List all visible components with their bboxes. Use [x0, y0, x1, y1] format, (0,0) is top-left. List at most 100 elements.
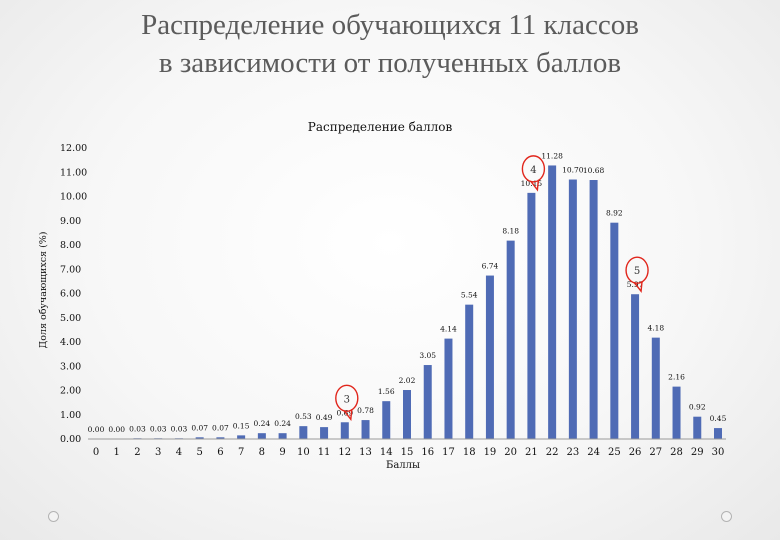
y-tick-label: 0.00: [60, 434, 81, 445]
x-tick-label: 3: [155, 447, 161, 458]
bar: [714, 428, 722, 439]
bar: [237, 435, 246, 439]
annotation-marker: 3: [335, 384, 359, 422]
bar: [610, 222, 619, 439]
y-tick-label: 2.00: [60, 386, 81, 397]
x-tick-label: 18: [463, 447, 476, 458]
x-tick-label: 4: [176, 447, 182, 458]
data-label: 8.92: [606, 209, 623, 218]
x-tick-label: 20: [504, 447, 517, 458]
data-label: 2.16: [668, 373, 685, 382]
x-tick-label: 30: [712, 447, 725, 458]
bar: [278, 433, 287, 439]
x-tick-label: 16: [421, 447, 434, 458]
x-tick-label: 0: [93, 447, 99, 458]
y-tick-label: 4.00: [60, 337, 81, 348]
annotation-label: 3: [344, 394, 350, 405]
x-tick-label: 24: [587, 447, 600, 458]
y-tick-label: 5.00: [60, 313, 81, 324]
annotation-marker: 4: [521, 155, 546, 192]
data-label: 10.68: [583, 166, 605, 175]
x-axis-ticks: 0 1 2 3 4 5 6 7 8 9 10 11 12 13 14 15 16 17 18 19 20 21 22 23 24…: [93, 447, 725, 458]
bar: [631, 294, 640, 439]
annotation-circle: [335, 384, 359, 412]
y-tick-label: 3.00: [60, 361, 81, 372]
x-tick-label: 22: [546, 447, 559, 458]
bar: [444, 338, 453, 439]
data-label: 1.56: [378, 387, 395, 396]
annotation-label: 5: [634, 266, 640, 277]
y-tick-label: 6.00: [60, 289, 81, 300]
y-tick-label: 12.00: [60, 143, 87, 154]
bars: [133, 165, 722, 439]
x-tick-label: 29: [691, 447, 704, 458]
x-tick-label: 13: [359, 447, 372, 458]
annotation-label: 4: [530, 165, 536, 176]
bar: [485, 275, 494, 439]
data-label: 6.74: [482, 262, 499, 271]
x-tick-label: 5: [196, 447, 202, 458]
bar: [527, 192, 536, 439]
bar: [216, 437, 225, 439]
x-tick-label: 19: [484, 447, 497, 458]
y-axis-title: Доля обучающихся (%): [38, 231, 49, 348]
x-tick-label: 15: [401, 447, 414, 458]
data-label: 3.05: [419, 351, 436, 360]
annotation-pointer: [633, 281, 643, 294]
data-label: 0.07: [191, 423, 208, 432]
x-tick-label: 7: [238, 447, 244, 458]
bar: [340, 422, 349, 439]
data-label: 0.49: [316, 413, 333, 422]
data-label: 11.28: [541, 151, 563, 160]
bar: [506, 240, 515, 439]
bar: [548, 165, 557, 439]
data-label: 4.14: [440, 325, 457, 334]
x-tick-label: 26: [629, 447, 642, 458]
y-tick-label: 10.00: [60, 192, 87, 203]
x-tick-label: 10: [297, 447, 310, 458]
bar: [299, 426, 308, 439]
y-tick-label: 11.00: [60, 167, 87, 178]
bar: [651, 337, 660, 439]
bar: [320, 427, 329, 439]
data-label: 0.07: [212, 423, 229, 432]
x-tick-label: 2: [134, 447, 140, 458]
x-tick-label: 17: [442, 447, 455, 458]
bar: [672, 386, 681, 439]
y-tick-label: 7.00: [60, 264, 81, 275]
data-label: 0.15: [233, 421, 250, 430]
annotation-pointer: [529, 179, 540, 192]
bar: [693, 416, 702, 439]
bar: [423, 365, 432, 439]
data-label: 0.03: [150, 424, 167, 433]
y-tick-label: 8.00: [60, 240, 81, 251]
x-tick-label: 1: [114, 447, 120, 458]
bar: [403, 390, 411, 439]
slide-title-line-1: Распределение обучающихся 11 классов: [141, 9, 639, 41]
data-label: 0.03: [129, 424, 146, 433]
decorative-dot: [721, 511, 732, 522]
data-label: 0.00: [88, 425, 105, 434]
data-label: 0.24: [274, 419, 291, 428]
bar: [382, 401, 391, 439]
decorative-dot: [48, 511, 59, 522]
x-tick-label: 6: [217, 447, 223, 458]
data-label: 0.92: [689, 403, 706, 412]
annotation-circle: [625, 256, 649, 284]
bar: [568, 179, 577, 439]
data-label: 0.03: [171, 424, 188, 433]
bar: [195, 437, 204, 439]
bar: [465, 304, 474, 439]
data-label: 0.53: [295, 412, 312, 421]
data-label: 4.18: [647, 324, 664, 333]
bar: [361, 420, 370, 439]
data-label: 0.24: [254, 419, 271, 428]
x-tick-label: 27: [649, 447, 662, 458]
x-tick-label: 8: [259, 447, 265, 458]
annotation-circle: [521, 155, 546, 183]
bar: [257, 433, 266, 439]
data-label: 0.45: [710, 414, 727, 423]
annotation-pointer: [343, 409, 353, 422]
x-tick-label: 14: [380, 447, 393, 458]
